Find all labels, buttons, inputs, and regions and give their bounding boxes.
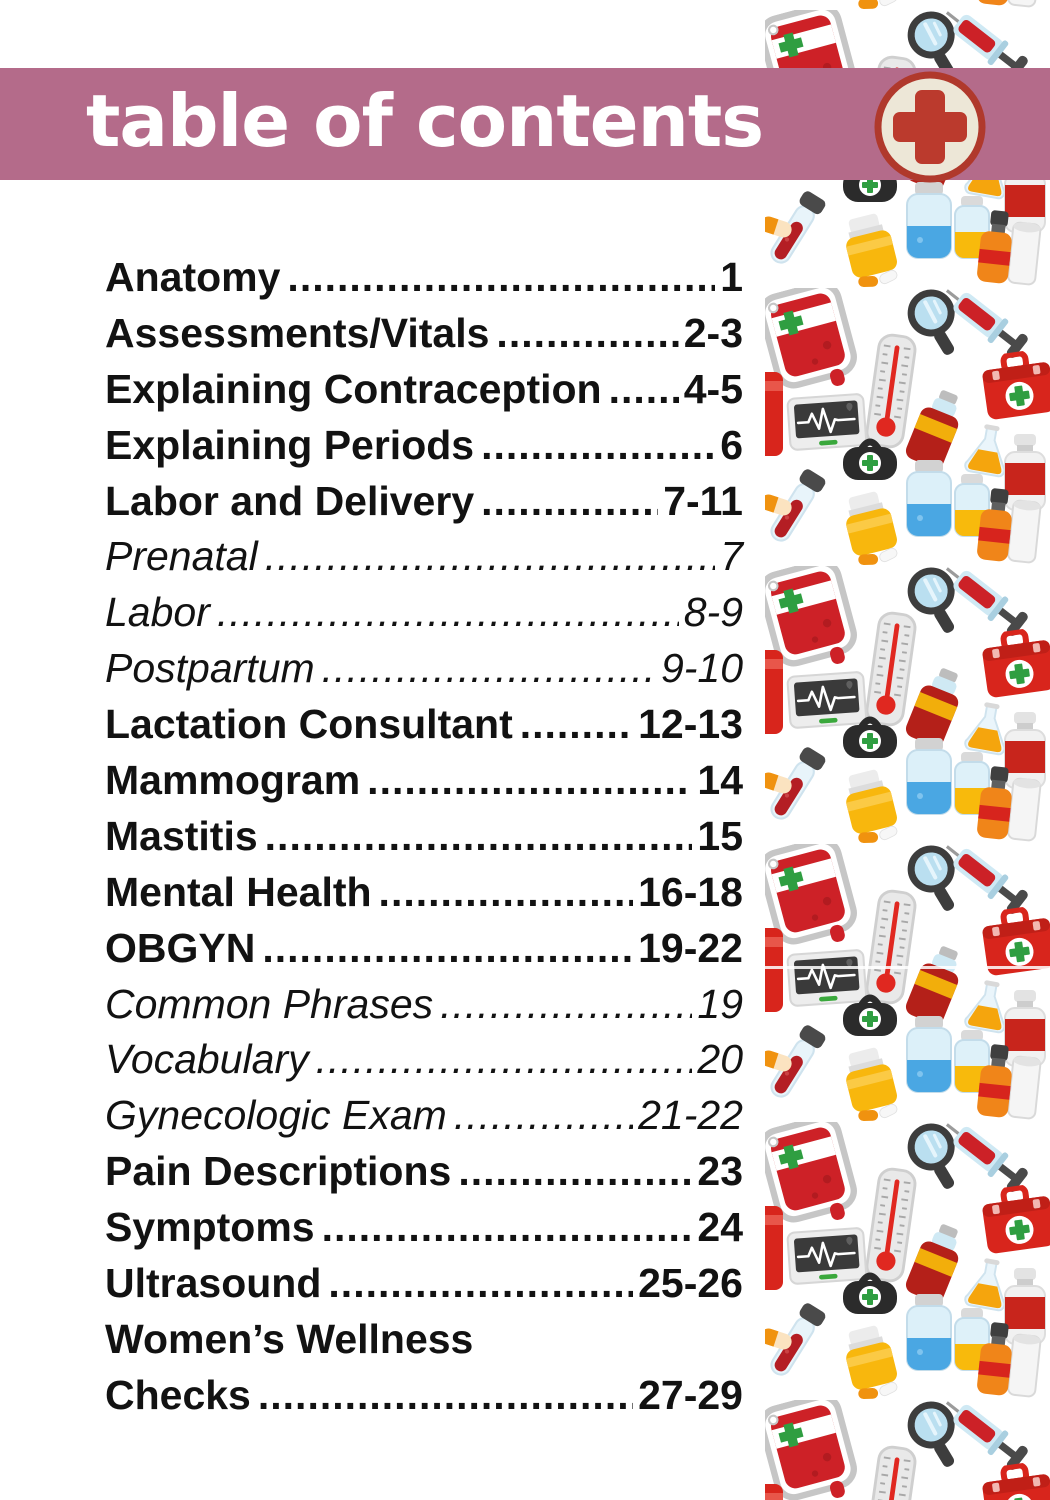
toc-entry-label: Gynecologic Exam (105, 1092, 447, 1139)
toc-entry-pages: 9-10 (660, 645, 743, 692)
toc-entry-leader-dots: ........................................… (315, 1036, 693, 1083)
toc-entry-leader-dots: ........................................… (321, 645, 656, 692)
toc-entry-leader-dots: ........................................… (453, 1092, 634, 1139)
toc-entry-label: Mastitis (105, 812, 258, 859)
sidebar-pattern (765, 0, 1050, 1500)
toc-entry-pages: 27-29 (638, 1371, 743, 1418)
toc-entry: Mental Health ..........................… (105, 865, 743, 921)
toc-entry-pages: 23 (697, 1148, 743, 1195)
toc-entry-pages: 14 (697, 757, 743, 804)
toc-entry: Prenatal ...............................… (105, 529, 743, 585)
toc-entry: Symptoms ...............................… (105, 1200, 743, 1256)
toc-entry: Checks .................................… (105, 1368, 743, 1424)
toc-entry-pages: 7 (720, 533, 743, 580)
toc-entry: Labor ..................................… (105, 585, 743, 641)
toc-entry: Mammogram ..............................… (105, 753, 743, 809)
table-of-contents: Anatomy ................................… (105, 250, 743, 1424)
toc-entry-label: Women’s Wellness (105, 1315, 474, 1362)
toc-entry-leader-dots: ........................................… (367, 757, 692, 804)
toc-entry: Gynecologic Exam .......................… (105, 1088, 743, 1144)
toc-entry-pages: 1 (720, 254, 743, 300)
toc-entry-pages: 21-22 (638, 1092, 743, 1139)
toc-entry-leader-dots: ........................................… (216, 589, 679, 636)
medical-cross-badge (872, 69, 988, 185)
toc-entry: Lactation Consultant ...................… (105, 697, 743, 753)
toc-entry: Assessments/Vitals .....................… (105, 306, 743, 362)
pattern-seam-line (765, 966, 1050, 969)
toc-entry-label: Mammogram (105, 757, 361, 804)
toc-entry-pages: 2-3 (683, 309, 743, 356)
toc-entry-label: Ultrasound (105, 1260, 322, 1307)
toc-entry-label: Postpartum (105, 645, 315, 692)
toc-entry-label: Explaining Contraception (105, 365, 602, 412)
toc-entry: Labor and Delivery .....................… (105, 474, 743, 530)
page-title: table of contents (86, 79, 764, 163)
toc-entry-label: Mental Health (105, 868, 372, 915)
toc-entry: Explaining Periods .....................… (105, 418, 743, 474)
toc-entry: Women’s Wellness (105, 1312, 743, 1368)
toc-entry-leader-dots: ........................................… (264, 533, 716, 580)
toc-entry-leader-dots: ........................................… (321, 1204, 693, 1251)
toc-entry-pages: 6 (720, 421, 743, 468)
toc-entry-pages: 19-22 (638, 924, 743, 971)
toc-entry-pages: 8-9 (683, 589, 743, 636)
toc-entry-label: Common Phrases (105, 980, 434, 1027)
toc-entry-label: Vocabulary (105, 1036, 309, 1083)
toc-entry-label: Labor and Delivery (105, 477, 475, 524)
toc-entry-leader-dots: ........................................… (519, 701, 633, 748)
toc-entry-label: Anatomy (105, 254, 281, 300)
toc-entry-leader-dots: ........................................… (287, 254, 715, 300)
toc-entry: Anatomy ................................… (105, 250, 743, 306)
toc-entry: OBGYN ..................................… (105, 921, 743, 977)
toc-entry-label: OBGYN (105, 924, 256, 971)
pattern-fill (765, 0, 1050, 1500)
toc-entry-pages: 15 (697, 812, 743, 859)
toc-entry-pages: 16-18 (638, 868, 743, 915)
toc-entry: Vocabulary .............................… (105, 1032, 743, 1088)
toc-entry: Common Phrases .........................… (105, 977, 743, 1033)
toc-entry: Pain Descriptions ......................… (105, 1144, 743, 1200)
badge-cross-rect (893, 112, 967, 142)
toc-entry-pages: 4-5 (683, 365, 743, 412)
toc-entry-label: Lactation Consultant (105, 701, 513, 748)
medical-pattern-sidebar (765, 0, 1050, 1500)
toc-entry-pages: 20 (697, 1036, 743, 1083)
toc-entry: Postpartum .............................… (105, 641, 743, 697)
toc-entry-leader-dots: ........................................… (262, 924, 634, 971)
toc-entry-leader-dots: ........................................… (608, 365, 679, 412)
toc-entry-pages: 7-11 (663, 477, 743, 524)
medical-cross-icon (874, 71, 986, 183)
toc-entry-label: Prenatal (105, 533, 258, 580)
toc-entry-label: Labor (105, 589, 210, 636)
toc-entry-label: Pain Descriptions (105, 1148, 452, 1195)
toc-entry: Ultrasound .............................… (105, 1256, 743, 1312)
toc-entry-label: Assessments/Vitals (105, 309, 490, 356)
toc-entry-leader-dots: ........................................… (264, 812, 693, 859)
toc-entry-pages: 25-26 (638, 1260, 743, 1307)
toc-entry-leader-dots: ........................................… (440, 980, 692, 1027)
toc-entry-label: Explaining Periods (105, 421, 475, 468)
toc-entry-pages: 24 (697, 1204, 743, 1251)
toc-entry-leader-dots: ........................................… (496, 309, 679, 356)
toc-entry-leader-dots: ........................................… (481, 421, 715, 468)
toc-entry-leader-dots: ........................................… (458, 1148, 692, 1195)
toc-entry-pages: 19 (697, 980, 743, 1027)
toc-entry-leader-dots: ........................................… (378, 868, 634, 915)
toc-entry-leader-dots: ........................................… (328, 1260, 633, 1307)
toc-entry-pages: 12-13 (638, 701, 743, 748)
toc-entry: Explaining Contraception ...............… (105, 362, 743, 418)
toc-entry-label: Symptoms (105, 1204, 315, 1251)
toc-entry-label: Checks (105, 1371, 251, 1418)
toc-entry-leader-dots: ........................................… (257, 1371, 633, 1418)
toc-entry: Mastitis ...............................… (105, 809, 743, 865)
toc-entry-leader-dots: ........................................… (481, 477, 659, 524)
